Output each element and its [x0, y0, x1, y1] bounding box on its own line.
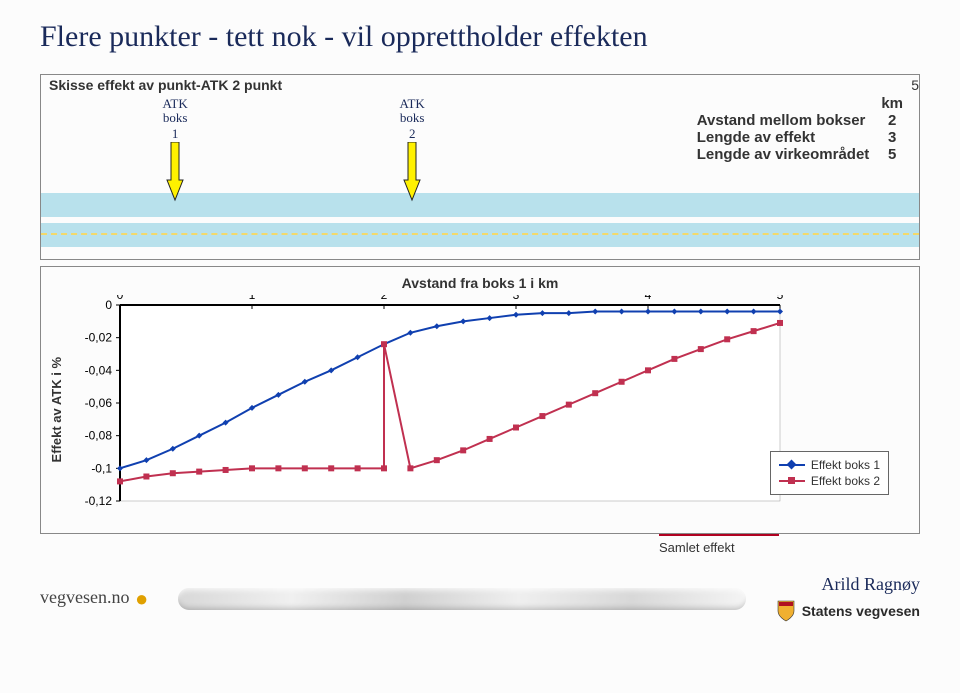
dot-icon: ● [129, 586, 148, 611]
chart-panel: Avstand fra boks 1 i km Effekt av ATK i … [40, 266, 920, 534]
line-chart: 0 -0,02 -0,04 -0,06 -0,08 -0,1 -0,12 0 1 2 3 4 5 [70, 295, 790, 525]
legend-item: Effekt boks 2 [779, 474, 880, 488]
svg-text:0: 0 [105, 298, 112, 312]
svg-text:-0,02: -0,02 [85, 331, 113, 345]
legend-label: Effekt boks 1 [811, 458, 880, 472]
svg-text:-0,06: -0,06 [85, 396, 113, 410]
chart-ylabel: Effekt av ATK i % [49, 357, 64, 462]
lane-dash [41, 233, 919, 235]
atk-label-top: ATK [392, 97, 432, 111]
info-label: Lengde av virkeområdet [691, 146, 876, 163]
atk-label-mid: boks [155, 111, 195, 125]
crest-icon [776, 599, 796, 623]
info-label: Avstand mellom bokser [691, 112, 876, 129]
page-number: 5 [911, 77, 919, 93]
site-name: vegvesen.no ● [40, 586, 148, 612]
marker-arrow-icon [166, 142, 184, 202]
info-table: km Avstand mellom bokser2 Lengde av effe… [691, 95, 909, 163]
lane-band-2 [41, 223, 919, 247]
svg-text:2: 2 [381, 295, 388, 302]
svg-text:4: 4 [645, 295, 652, 302]
org-logo: Statens vegvesen [776, 599, 920, 623]
chart-legend: Effekt boks 1 Effekt boks 2 [770, 451, 889, 495]
svg-text:-0,1: -0,1 [91, 461, 112, 475]
svg-text:-0,08: -0,08 [85, 429, 113, 443]
atk-marker: ATKboks1 [155, 97, 195, 202]
sketch-caption: Skisse effekt av punkt-ATK 2 punkt [49, 77, 282, 93]
info-head: km [875, 95, 909, 112]
svg-text:-0,12: -0,12 [85, 494, 113, 508]
svg-text:0: 0 [117, 295, 124, 302]
atk-number: 2 [392, 126, 432, 142]
info-value: 5 [875, 146, 909, 163]
atk-marker: ATKboks2 [392, 97, 432, 202]
atk-label-mid: boks [392, 111, 432, 125]
info-value: 3 [875, 129, 909, 146]
samlet-effekt-label: Samlet effekt [659, 534, 779, 555]
page-title: Flere punkter - tett nok - vil opprettho… [40, 20, 920, 54]
info-value: 2 [875, 112, 909, 129]
footer-bar [178, 588, 745, 610]
info-label: Lengde av effekt [691, 129, 876, 146]
legend-item: Effekt boks 1 [779, 458, 880, 472]
sketch-panel: Skisse effekt av punkt-ATK 2 punkt ATKbo… [40, 74, 920, 260]
svg-text:5: 5 [777, 295, 784, 302]
author-name: Arild Ragnøy [822, 574, 921, 595]
svg-text:3: 3 [513, 295, 520, 302]
atk-label-top: ATK [155, 97, 195, 111]
svg-text:-0,04: -0,04 [85, 363, 113, 377]
legend-label: Effekt boks 2 [811, 474, 880, 488]
footer: vegvesen.no ● Arild Ragnøy Statens vegve… [40, 574, 920, 623]
atk-number: 1 [155, 126, 195, 142]
marker-arrow-icon [403, 142, 421, 202]
svg-text:1: 1 [249, 295, 256, 302]
chart-title: Avstand fra boks 1 i km [49, 275, 911, 291]
